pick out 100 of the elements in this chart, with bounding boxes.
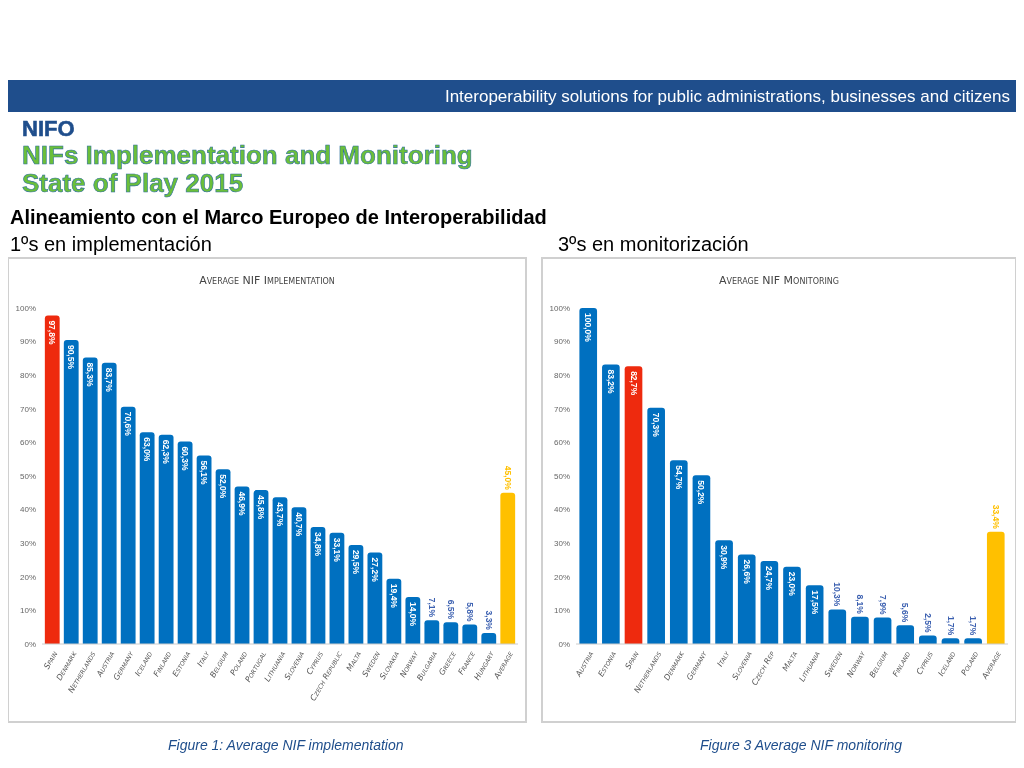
data-label: 70,6%	[123, 411, 134, 437]
bar	[120, 406, 136, 644]
y-tick-label: 60%	[553, 438, 570, 448]
y-tick-label: 30%	[19, 539, 36, 548]
data-label: 6,5%	[445, 599, 456, 620]
data-label: 60,3%	[180, 446, 191, 471]
bar	[647, 407, 665, 644]
bar	[669, 460, 688, 644]
y-tick-label: 10%	[19, 606, 36, 616]
data-label: 29,5%	[350, 549, 361, 575]
data-label: 83,7%	[104, 367, 115, 393]
bar	[462, 624, 478, 644]
data-label: 3,3%	[483, 610, 494, 631]
text: Alineamiento con el Marco Europeo de Interoperabilidad	[10, 206, 547, 228]
y-tick-label: 80%	[553, 371, 570, 380]
bar	[139, 432, 155, 644]
y-tick-label: 100%	[15, 303, 36, 313]
data-label: 33,4%	[990, 504, 1001, 530]
data-label: 40,7%	[294, 512, 304, 537]
bar	[692, 475, 711, 644]
bar	[873, 617, 892, 644]
bar	[82, 357, 98, 644]
data-label: 70,3%	[651, 412, 662, 438]
data-label: 2,5%	[922, 613, 933, 634]
y-tick-label: 40%	[553, 505, 570, 515]
text: NIFO	[22, 116, 75, 141]
bar	[828, 609, 847, 644]
data-label: 5,6%	[900, 602, 911, 623]
data-label: 82,7%	[628, 371, 639, 396]
data-label: 1,7%	[968, 615, 979, 636]
bar	[896, 625, 915, 644]
text: 1ºs en implementación	[10, 233, 212, 255]
bar	[196, 455, 212, 644]
data-label: 17,5%	[809, 590, 820, 615]
data-label: 7,9%	[877, 595, 888, 615]
caption: Figure 1: Average NIF implementation	[168, 737, 404, 753]
y-tick-label: 60%	[19, 438, 36, 448]
bar	[367, 552, 383, 644]
y-tick-label: 30%	[553, 539, 570, 548]
bar	[624, 366, 643, 644]
data-label: 85,3%	[85, 362, 96, 387]
bar	[500, 492, 516, 644]
y-tick-label: 70%	[19, 404, 36, 414]
data-label: 45,0%	[502, 465, 513, 491]
bar	[783, 566, 801, 644]
data-label: 10,3%	[832, 582, 843, 607]
data-label: 27,2%	[369, 557, 380, 583]
data-label: 52,0%	[218, 474, 229, 499]
data-label: 54,7%	[673, 465, 684, 490]
data-label: 100,0%	[583, 313, 594, 343]
y-tick-label: 90%	[553, 337, 570, 347]
bar	[579, 308, 598, 644]
chart-title: Average NIF Monitoring	[718, 274, 840, 287]
chart-title: Average NIF Implementation	[199, 274, 335, 287]
y-tick-label: 100%	[549, 303, 570, 313]
bar	[737, 554, 756, 644]
y-tick-label: 0%	[24, 639, 36, 649]
y-tick-label: 50%	[19, 471, 36, 481]
y-tick-label: 20%	[553, 572, 570, 582]
bar	[715, 540, 733, 644]
text: NIFs Implementation and Monitoring	[22, 140, 473, 170]
y-tick-label: 50%	[553, 471, 570, 481]
y-tick-label: 80%	[19, 371, 36, 380]
data-label: 19,4%	[388, 583, 399, 609]
bar	[851, 616, 869, 644]
data-label: 56,1%	[199, 460, 210, 486]
data-label: 14,0%	[407, 601, 418, 627]
y-tick-label: 70%	[553, 404, 570, 414]
bar	[481, 632, 497, 644]
text: State of Play 2015	[22, 168, 244, 198]
data-label: 45,8%	[256, 495, 267, 520]
data-label: 5,8%	[464, 602, 475, 622]
data-label: 8,1%	[854, 594, 865, 615]
text: 3ºs en monitorización	[558, 233, 749, 255]
data-label: 46,9%	[237, 491, 248, 516]
y-tick-label: 20%	[19, 572, 36, 582]
data-label: 90,5%	[66, 344, 77, 370]
bar	[63, 339, 79, 644]
bar	[44, 315, 60, 644]
data-label: 97,8%	[47, 320, 58, 345]
text: Interoperability solutions for public administrations, businesses and citizens	[444, 87, 1010, 106]
data-label: 63,0%	[142, 437, 153, 462]
data-label: 83,2%	[605, 369, 616, 394]
data-label: 50,2%	[696, 480, 707, 505]
bar	[986, 531, 1005, 644]
y-tick-label: 10%	[553, 606, 570, 616]
data-label: 1,7%	[945, 615, 956, 636]
bar	[602, 364, 620, 644]
bar	[424, 620, 440, 644]
data-label: 43,7%	[275, 502, 286, 527]
data-label: 62,3%	[161, 439, 172, 465]
data-label: 24,7%	[764, 566, 775, 591]
data-label: 30,9%	[719, 545, 730, 570]
bar	[177, 441, 193, 644]
data-label: 26,6%	[741, 559, 752, 585]
data-label: 33,1%	[331, 537, 342, 563]
bar	[101, 362, 117, 644]
data-label: 23,0%	[787, 571, 798, 597]
y-tick-label: 90%	[19, 337, 36, 347]
data-label: 7,1%	[426, 597, 437, 618]
